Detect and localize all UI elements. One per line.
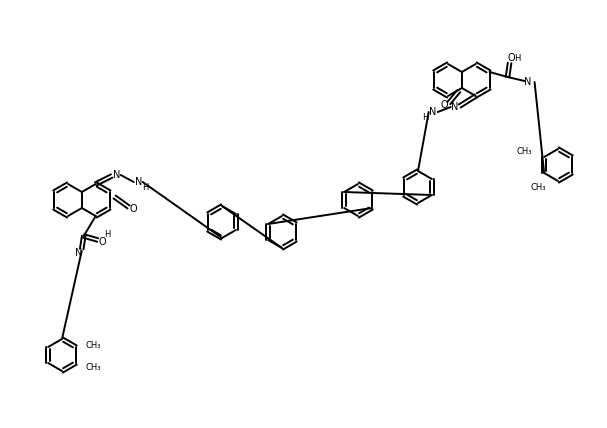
Text: O: O	[508, 53, 515, 63]
Text: H: H	[143, 182, 149, 191]
Text: CH₃: CH₃	[531, 182, 546, 191]
Text: N: N	[75, 248, 83, 258]
Text: H: H	[104, 229, 111, 238]
Text: N: N	[429, 107, 436, 117]
Text: N: N	[113, 170, 120, 180]
Text: N: N	[135, 177, 143, 187]
Text: O: O	[130, 204, 137, 214]
Text: H: H	[514, 54, 521, 62]
Text: N: N	[451, 102, 458, 112]
Text: CH₃: CH₃	[517, 146, 532, 155]
Text: O: O	[440, 100, 448, 110]
Text: N: N	[524, 77, 531, 87]
Text: CH₃: CH₃	[86, 341, 101, 350]
Text: H: H	[422, 113, 429, 122]
Text: CH₃: CH₃	[86, 363, 101, 372]
Text: O: O	[99, 237, 106, 247]
